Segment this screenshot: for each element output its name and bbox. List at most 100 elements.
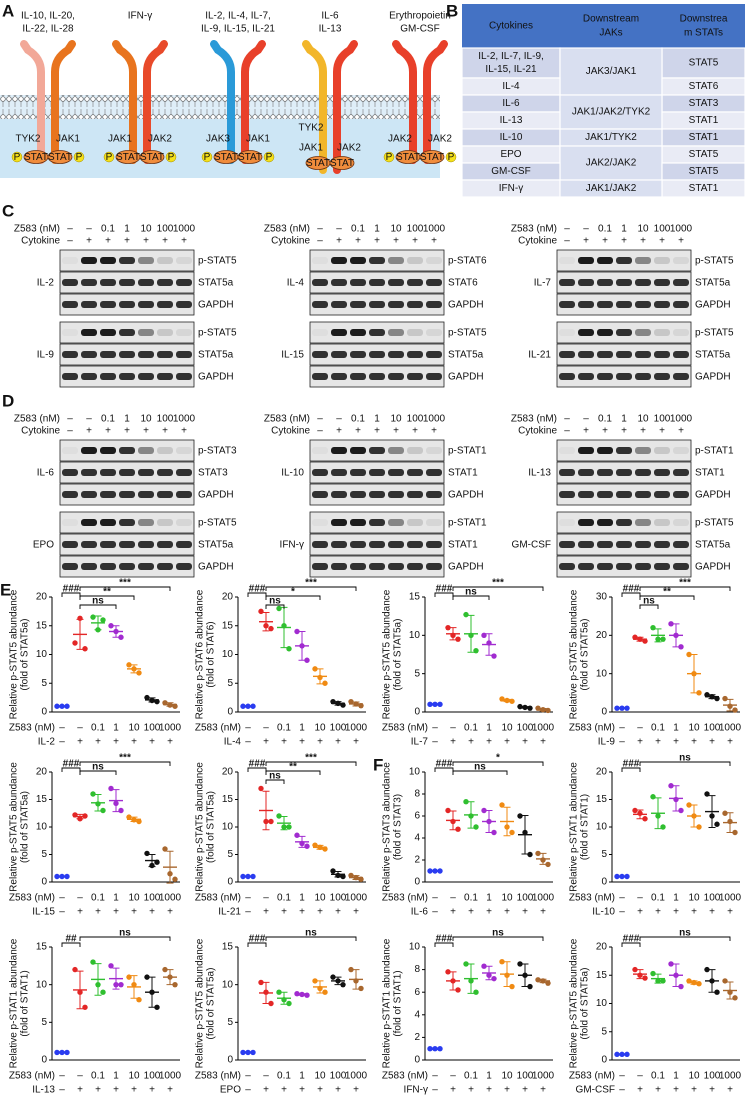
cytokine-sign: + <box>374 426 380 437</box>
significance-label: ns <box>643 596 655 607</box>
blot-band <box>597 519 613 526</box>
significance-bracket <box>434 592 454 597</box>
blot-cytokine-label: IL-13 <box>528 468 551 479</box>
cytokine-group-label: IFN-γ <box>128 11 152 22</box>
stat-label: STAT <box>48 152 72 163</box>
concentration-label: – <box>583 224 589 235</box>
significance-bracket <box>639 761 731 766</box>
x-tick-label: 1000 <box>719 893 742 904</box>
significance-label: ** <box>103 587 111 598</box>
blot-band <box>616 257 632 264</box>
protein-label: GAPDH <box>448 490 484 501</box>
data-point <box>348 698 354 705</box>
x-tick-label: 1 <box>299 1071 305 1082</box>
panel-letter: F <box>373 755 383 774</box>
protein-label: GAPDH <box>198 300 234 311</box>
data-point <box>90 791 96 797</box>
cytokine-sign: + <box>336 236 342 247</box>
sd-bar <box>166 850 174 884</box>
cytokine-label: IL-13 <box>32 1085 55 1096</box>
blot-band <box>559 329 575 336</box>
table-text: STAT5 <box>689 149 719 160</box>
blot-band <box>616 563 632 570</box>
x-axis-label: Z583 (nM) <box>195 723 241 734</box>
cytokine-group-label: IL-22, IL-28 <box>22 24 74 35</box>
sd-bar <box>708 969 716 993</box>
blot-band <box>312 519 328 526</box>
data-point <box>312 842 318 848</box>
stat-label: STAT <box>396 152 420 163</box>
concentration-label: 100 <box>157 414 174 425</box>
phospho-label: P <box>76 152 83 163</box>
x-tick-label: – <box>263 893 269 904</box>
data-point <box>696 981 702 987</box>
receptor-chain <box>333 40 358 174</box>
y-axis-label: Relative p-STAT5 abundance <box>195 762 206 892</box>
blot-band <box>157 373 173 380</box>
jak-label: JAK2 <box>337 143 361 154</box>
cytokine-sign: + <box>181 236 187 247</box>
blot-band <box>388 257 404 264</box>
cytokine-sign: – <box>619 907 625 918</box>
cytokine-sign: + <box>504 1085 510 1096</box>
y-tick-label: 6 <box>414 811 420 822</box>
blot-band <box>635 519 651 526</box>
data-point <box>678 644 684 650</box>
significance-bracket <box>621 942 641 947</box>
blot-band <box>119 351 135 358</box>
concentration-label: – <box>317 414 323 425</box>
y-tick-label: 10 <box>409 767 421 778</box>
y-tick-label: 8 <box>414 964 420 975</box>
cytokine-sign: + <box>86 426 92 437</box>
data-point <box>704 966 710 973</box>
blot-band <box>350 447 366 454</box>
blot-band <box>388 279 404 286</box>
x-tick-label: 10 <box>128 723 140 734</box>
sd-bar <box>148 697 156 703</box>
data-point <box>509 829 515 836</box>
x-axis-label: Z583 (nM) <box>569 893 615 904</box>
x-tick-label: 10 <box>688 1071 700 1082</box>
blot-band <box>654 491 670 498</box>
data-point <box>100 617 106 623</box>
cytokine-label: IL-15 <box>32 907 55 918</box>
sd-bar <box>672 623 680 648</box>
data-point <box>136 997 142 1003</box>
blot-band <box>635 469 651 476</box>
significance-bracket <box>639 936 731 941</box>
cytokine-sign: + <box>640 236 646 247</box>
cytokine-sign: + <box>709 1085 715 1096</box>
receptor-chain <box>241 40 266 164</box>
y-tick-label: 5 <box>227 849 233 860</box>
x-tick-label: – <box>450 893 456 904</box>
x-tick-label: 1000 <box>159 893 182 904</box>
significance-bracket <box>621 767 641 772</box>
sd-bar <box>690 980 698 985</box>
blot-band <box>350 257 366 264</box>
protein-label: p-STAT5 <box>198 256 237 267</box>
y-tick-label: 0 <box>41 877 47 888</box>
cytokine-sign: + <box>673 1085 679 1096</box>
blot-band <box>369 279 385 286</box>
concentration-label: – <box>86 414 92 425</box>
x-tick-label: – <box>245 723 251 734</box>
data-point <box>732 995 738 1001</box>
blot-band <box>578 447 594 454</box>
significance-bracket <box>452 761 544 766</box>
cytokine-sign: + <box>602 236 608 247</box>
cytokine-sign: + <box>640 426 646 437</box>
sd-bar <box>298 835 306 848</box>
cytokine-sign: + <box>353 737 359 748</box>
data-point <box>463 799 469 805</box>
sd-bar <box>521 814 529 855</box>
y-tick-label: 0 <box>601 707 607 718</box>
blot-band <box>176 491 192 498</box>
significance-bracket <box>621 592 641 597</box>
protein-label: p-STAT3 <box>198 446 237 457</box>
blot-band <box>62 469 78 476</box>
data-point <box>650 970 656 977</box>
data-point <box>463 961 469 967</box>
cytokine-sign: + <box>655 737 661 748</box>
significance-bracket <box>265 586 357 591</box>
blot-band <box>616 351 632 358</box>
